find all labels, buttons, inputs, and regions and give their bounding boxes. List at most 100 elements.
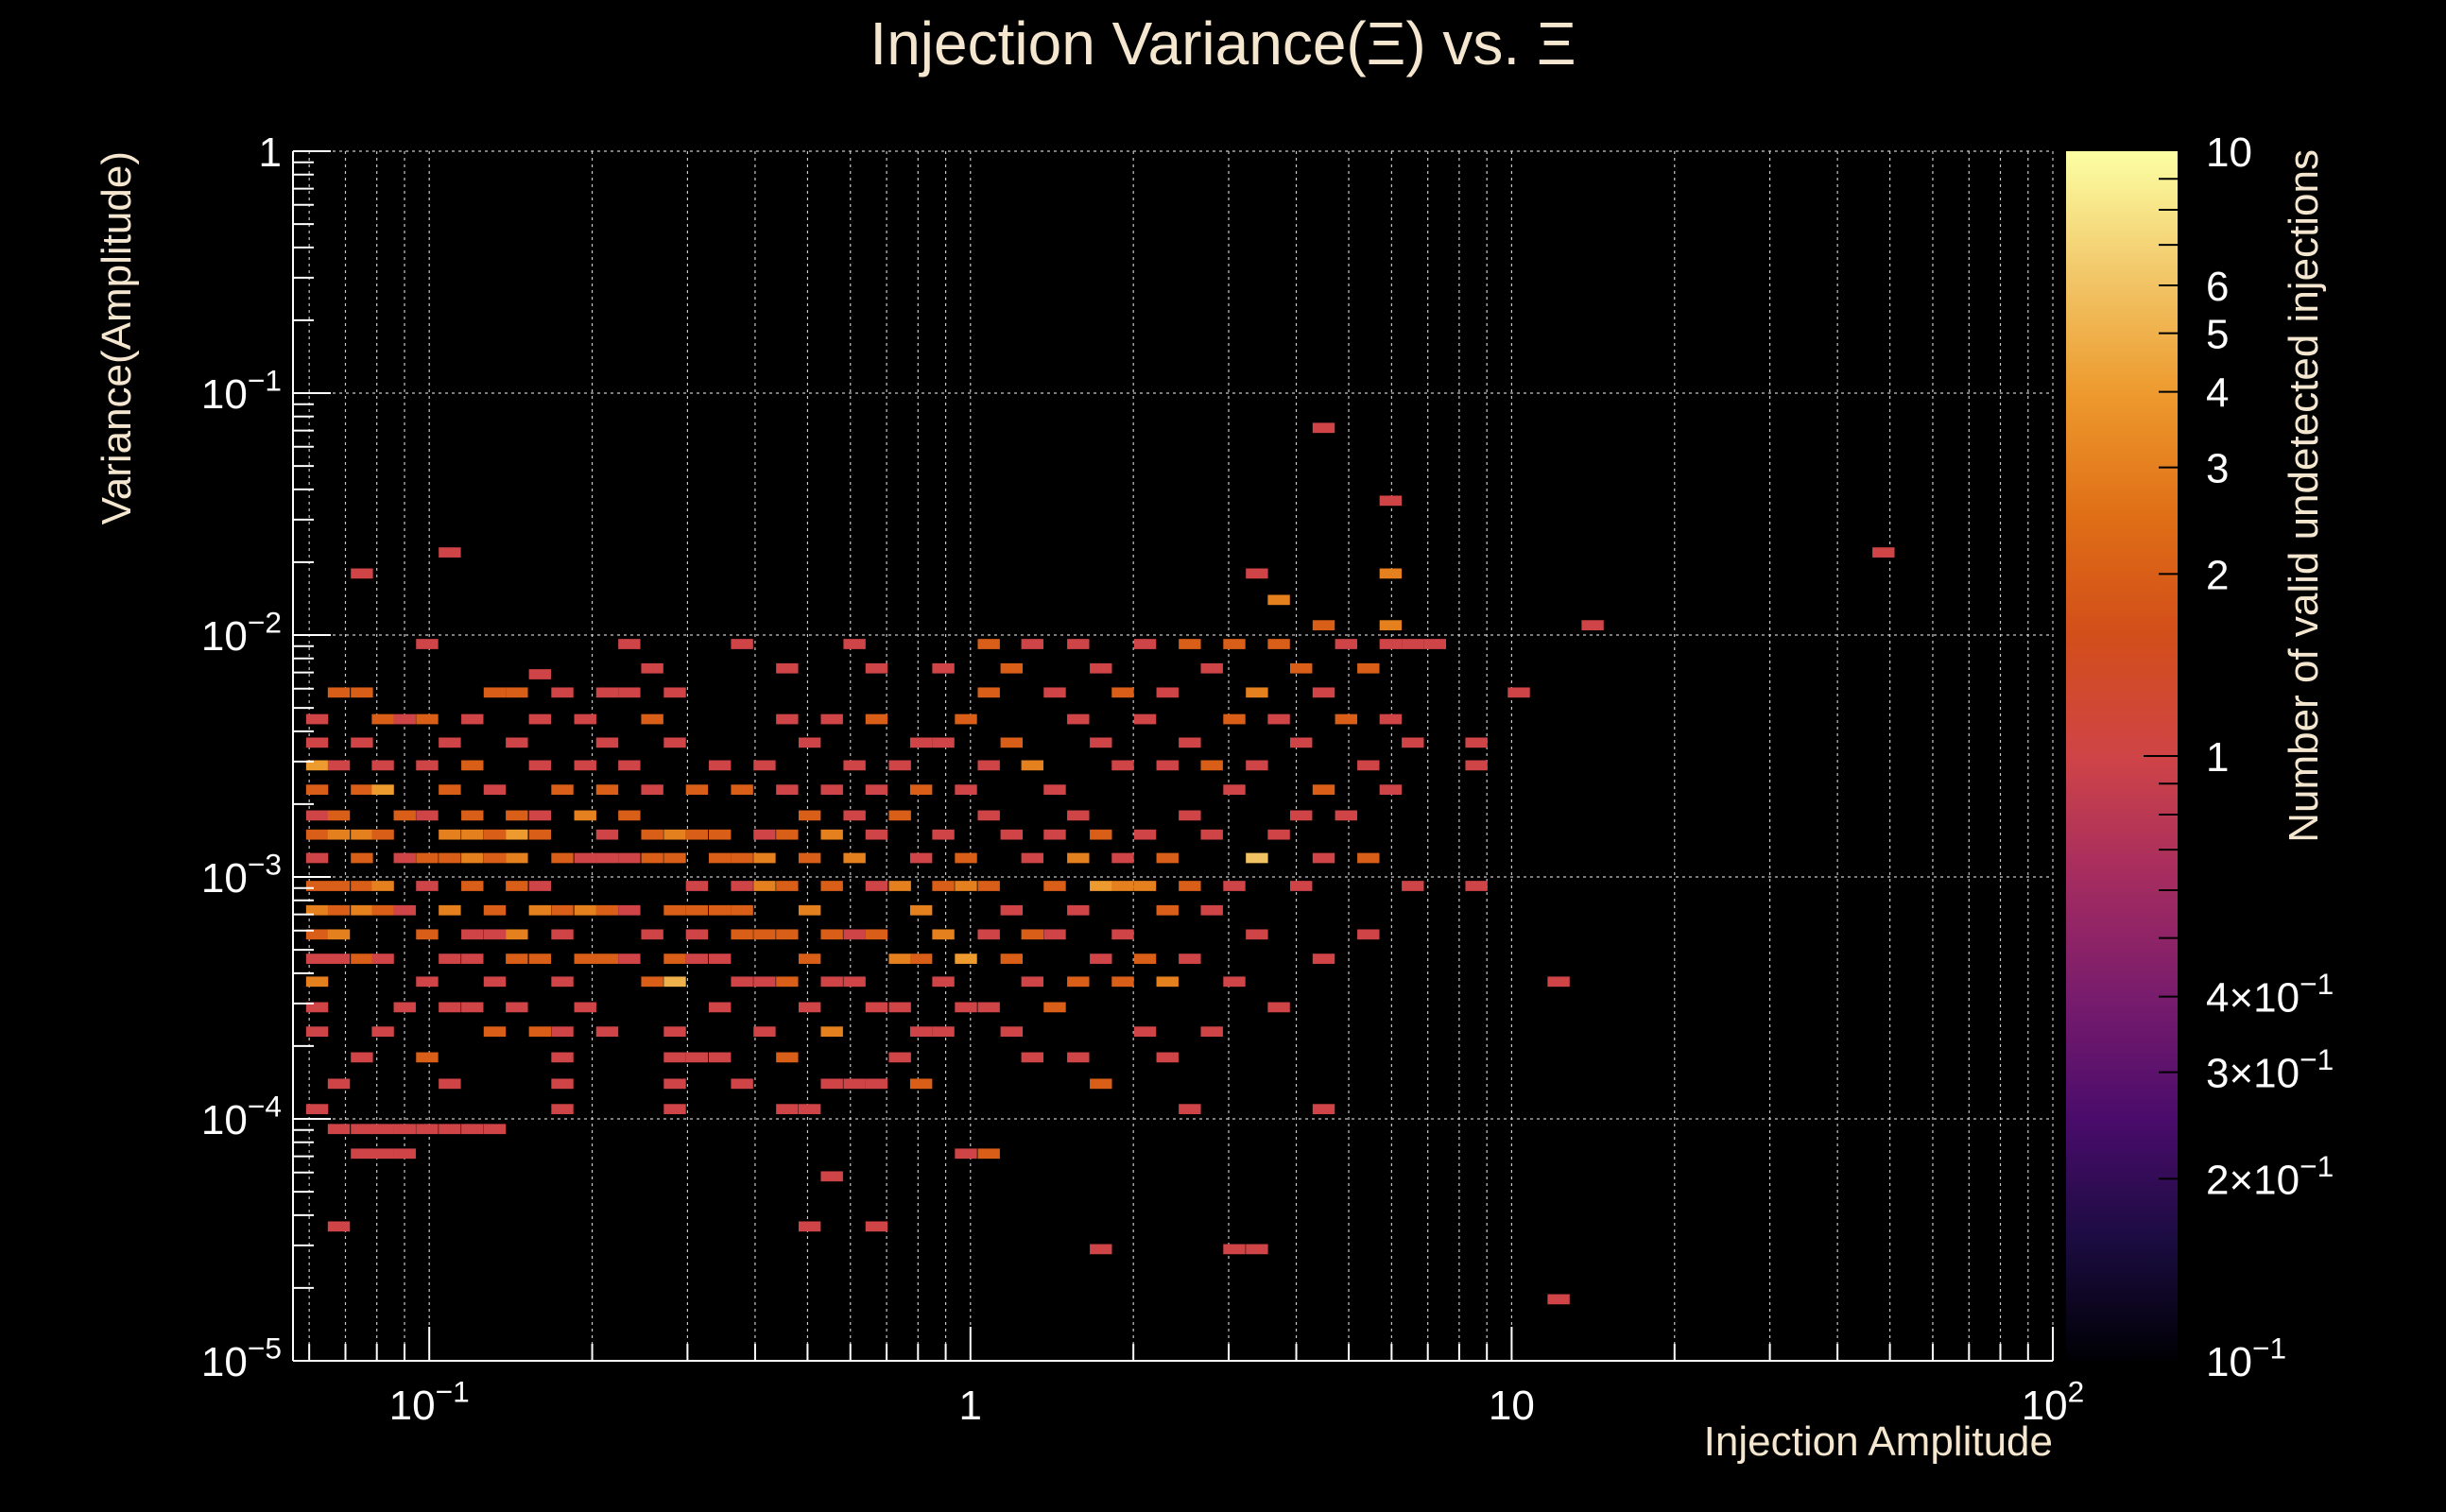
- heatmap-cell: [798, 1002, 821, 1013]
- heatmap-cell: [327, 1078, 351, 1090]
- heatmap-cell: [1465, 737, 1488, 748]
- heatmap-cell: [1043, 829, 1066, 840]
- heatmap-cell: [1267, 713, 1290, 725]
- heatmap-cell: [574, 954, 596, 964]
- heatmap-cell: [1335, 713, 1357, 725]
- heatmap-cell: [618, 760, 641, 771]
- heatmap-cell: [663, 954, 686, 964]
- heatmap-cell: [1223, 976, 1246, 988]
- heatmap-cell: [1379, 639, 1403, 649]
- heatmap-cell: [955, 954, 977, 964]
- heatmap-cell: [1200, 1026, 1223, 1038]
- heatmap-cell: [641, 662, 663, 674]
- heatmap-cell: [595, 737, 619, 748]
- axes: [292, 150, 2054, 1362]
- heatmap-cell: [955, 881, 977, 891]
- heatmap-cell: [483, 1124, 507, 1135]
- heatmap-cell: [371, 760, 394, 771]
- heatmap-cell: [351, 852, 373, 864]
- heatmap-cell: [1200, 662, 1223, 674]
- heatmap-cell: [1043, 881, 1066, 891]
- y-tick-label: 10−3: [201, 848, 282, 902]
- heatmap-cell: [461, 1124, 484, 1135]
- heatmap-cell: [776, 713, 799, 725]
- heatmap-cell: [731, 852, 753, 864]
- heatmap-cell: [663, 1052, 686, 1063]
- heatmap-cell: [1021, 852, 1043, 864]
- heatmap-cell: [393, 904, 416, 916]
- heatmap-cell: [798, 904, 821, 916]
- heatmap-cell: [305, 737, 329, 748]
- heatmap-cell: [551, 1078, 574, 1090]
- heatmap-cell: [528, 713, 552, 725]
- heatmap-cell: [305, 829, 329, 840]
- heatmap-cell: [551, 852, 574, 864]
- heatmap-cell: [888, 810, 911, 821]
- heatmap-cell: [1547, 976, 1570, 988]
- colorbar-tick-label: 2: [2206, 552, 2229, 598]
- heatmap-cell: [731, 976, 753, 988]
- heatmap-cell: [1067, 639, 1090, 649]
- heatmap-cell: [351, 881, 373, 891]
- colorbar-tick-label: 4×10−1: [2206, 967, 2334, 1021]
- heatmap-cell: [618, 687, 641, 698]
- heatmap-cell: [506, 829, 528, 840]
- heatmap-cell: [1402, 639, 1424, 649]
- heatmap-cell: [865, 829, 888, 840]
- heatmap-cell: [1246, 929, 1268, 940]
- heatmap-cell: [1312, 687, 1335, 698]
- heatmap-cell: [685, 881, 709, 891]
- heatmap-cell: [708, 829, 732, 840]
- heatmap-cell: [708, 954, 732, 964]
- heatmap-cell: [685, 929, 709, 940]
- heatmap-cell: [327, 929, 351, 940]
- heatmap-cell: [1156, 760, 1179, 771]
- heatmap-cell: [551, 976, 574, 988]
- heatmap-cell: [371, 1124, 394, 1135]
- heatmap-cell: [798, 737, 821, 748]
- heatmap-cell: [305, 810, 329, 821]
- heatmap-cell: [618, 810, 641, 821]
- heatmap-cell: [439, 852, 461, 864]
- heatmap-cell: [1223, 784, 1246, 796]
- chart-title: Injection Variance(Ξ) vs. Ξ: [870, 9, 1576, 77]
- heatmap-cell: [932, 829, 955, 840]
- heatmap-cell: [865, 1221, 888, 1232]
- heatmap-cell: [1267, 829, 1290, 840]
- heatmap-cell: [327, 1124, 351, 1135]
- heatmap-cell: [574, 852, 596, 864]
- heatmap-cell: [977, 1148, 1000, 1160]
- heatmap-cell: [1581, 620, 1604, 631]
- heatmap-cell: [506, 737, 528, 748]
- heatmap-cell: [776, 929, 799, 940]
- heatmap-cell: [1312, 784, 1335, 796]
- heatmap-cell: [305, 852, 329, 864]
- heatmap-cell: [865, 1002, 888, 1013]
- heatmap-cell: [776, 829, 799, 840]
- heatmap-cell: [865, 929, 888, 940]
- heatmap-cell: [888, 954, 911, 964]
- heatmap-cell: [1465, 760, 1488, 771]
- heatmap-cell: [393, 713, 416, 725]
- heatmap-cell: [641, 976, 663, 988]
- heatmap-cell: [528, 904, 552, 916]
- heatmap-cell: [932, 881, 955, 891]
- heatmap-cell: [663, 829, 686, 840]
- heatmap-cell: [753, 881, 776, 891]
- heatmap-cells: [305, 422, 1895, 1305]
- heatmap-cell: [416, 852, 439, 864]
- heatmap-cell: [327, 687, 351, 698]
- heatmap-cell: [393, 852, 416, 864]
- heatmap-cell: [416, 929, 439, 940]
- x-tick-label: 102: [2022, 1375, 2085, 1429]
- heatmap-cell: [351, 1052, 373, 1063]
- heatmap-cell: [865, 713, 888, 725]
- heatmap-cell: [798, 1221, 821, 1232]
- heatmap-cell: [551, 784, 574, 796]
- heatmap-cell: [461, 829, 484, 840]
- heatmap-cell: [1156, 687, 1179, 698]
- heatmap-cell: [798, 954, 821, 964]
- heatmap-cell: [685, 954, 709, 964]
- heatmap-cell: [461, 929, 484, 940]
- heatmap-cell: [932, 662, 955, 674]
